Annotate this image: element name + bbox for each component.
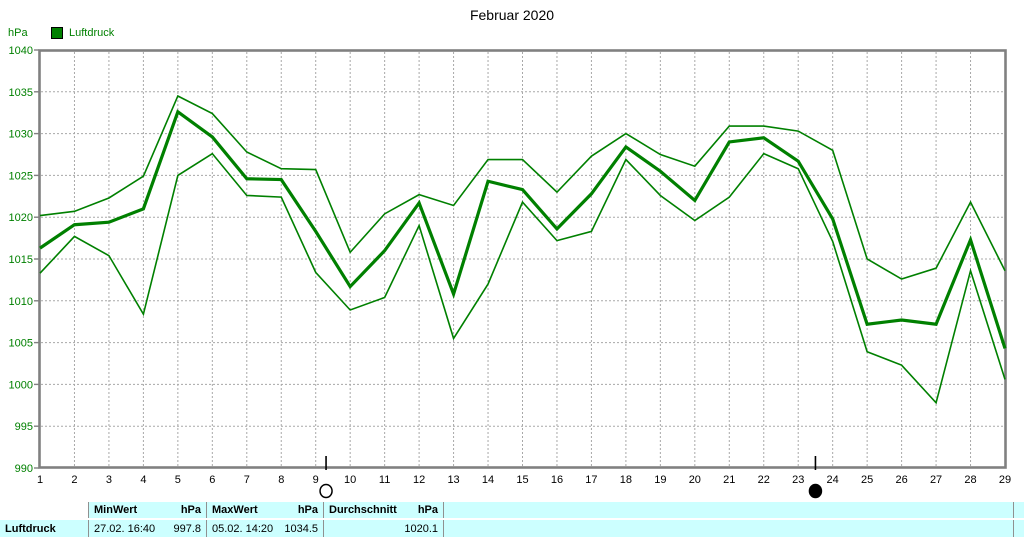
svg-text:3: 3	[106, 474, 112, 486]
minwert-header-label: MinWert	[94, 504, 138, 516]
svg-text:14: 14	[482, 474, 494, 486]
svg-text:1035: 1035	[9, 87, 33, 99]
chart-svg: 9909951000100510101015102010251030103510…	[9, 45, 1011, 499]
svg-text:23: 23	[792, 474, 804, 486]
axis-frame	[38, 49, 1007, 469]
stats-value-minwert: 27.02. 16:40 997.8	[88, 520, 206, 537]
svg-text:13: 13	[447, 474, 459, 486]
svg-text:11: 11	[379, 474, 390, 486]
svg-text:995: 995	[15, 421, 33, 433]
svg-text:28: 28	[964, 474, 976, 486]
svg-text:16: 16	[551, 474, 563, 486]
stats-value-durchschnitt: 1020.1	[323, 520, 443, 537]
svg-text:1: 1	[37, 474, 43, 486]
svg-text:1010: 1010	[9, 296, 33, 308]
chart-title: Februar 2020	[469, 7, 555, 23]
minwert-value: 997.8	[173, 522, 201, 535]
legend-label: Luftdruck	[69, 27, 115, 39]
full-moon-icon	[319, 483, 333, 499]
svg-text:1015: 1015	[9, 254, 33, 266]
series-mean	[39, 109, 1007, 349]
durchschnitt-header-unit: hPa	[417, 504, 438, 516]
svg-text:4: 4	[140, 474, 146, 486]
stats-value-maxwert: 05.02. 14:20 1034.5	[206, 520, 323, 537]
svg-text:24: 24	[827, 474, 839, 486]
row-label-text: Luftdruck	[5, 522, 56, 535]
stats-header-edge	[1013, 502, 1024, 518]
maxwert-datetime: 05.02. 14:20	[212, 522, 274, 535]
stats-value-edge	[1013, 520, 1024, 537]
x-axis-labels: 1 2 3 4 5 6 7 8 9 10 11 12 13 14 15 16 17 18 19 20 21 22 23 24 2…	[37, 474, 1011, 486]
legend: Luftdruck	[51, 27, 114, 39]
svg-text:18: 18	[620, 474, 632, 486]
svg-text:29: 29	[999, 474, 1011, 486]
stats-header-filler	[443, 502, 1013, 518]
stats-header-durchschnitt: Durchschnitt hPa	[323, 502, 443, 518]
gridlines	[41, 52, 1004, 467]
svg-text:20: 20	[689, 474, 701, 486]
svg-text:1040: 1040	[9, 45, 33, 57]
minwert-datetime: 27.02. 16:40	[94, 522, 156, 535]
durchschnitt-header-label: Durchschnitt	[329, 504, 397, 516]
svg-text:22: 22	[758, 474, 770, 486]
svg-text:15: 15	[516, 474, 528, 486]
stats-value-filler	[443, 520, 1013, 537]
svg-text:9: 9	[313, 474, 319, 486]
pressure-lines	[39, 94, 1007, 405]
svg-text:2: 2	[71, 474, 77, 486]
svg-text:10: 10	[344, 474, 356, 486]
y-axis-ticks	[34, 49, 39, 469]
legend-color-swatch-icon	[51, 27, 63, 39]
y-axis-unit-label: hPa	[8, 27, 28, 39]
svg-text:1020: 1020	[9, 212, 33, 224]
svg-text:8: 8	[278, 474, 284, 486]
stats-header-minwert: MinWert hPa	[88, 502, 206, 518]
svg-text:1025: 1025	[9, 170, 33, 182]
svg-text:7: 7	[244, 474, 250, 486]
svg-text:6: 6	[209, 474, 215, 486]
new-moon-icon	[808, 483, 823, 499]
svg-text:12: 12	[413, 474, 425, 486]
y-axis-labels: 990 995 1000 1005 1010 1015 1020 1025 1030 1035 10…	[9, 45, 33, 475]
svg-text:1030: 1030	[9, 129, 33, 141]
svg-text:990: 990	[15, 463, 33, 475]
maxwert-value: 1034.5	[284, 522, 318, 535]
series-min	[39, 152, 1006, 405]
series-max	[39, 94, 1006, 280]
maxwert-header-unit: hPa	[297, 504, 318, 516]
svg-text:17: 17	[585, 474, 597, 486]
svg-text:1000: 1000	[9, 379, 33, 391]
svg-text:27: 27	[930, 474, 942, 486]
maxwert-header-label: MaxWert	[212, 504, 258, 516]
stats-header-maxwert: MaxWert hPa	[206, 502, 323, 518]
svg-text:26: 26	[895, 474, 907, 486]
svg-text:19: 19	[654, 474, 666, 486]
moon-phase-markers	[319, 456, 823, 499]
minwert-header-unit: hPa	[180, 504, 201, 516]
svg-text:5: 5	[175, 474, 181, 486]
svg-text:25: 25	[861, 474, 873, 486]
svg-text:21: 21	[723, 474, 735, 486]
durchschnitt-value: 1020.1	[404, 522, 438, 535]
svg-text:1005: 1005	[9, 338, 33, 350]
stats-row-label: Luftdruck	[0, 520, 88, 537]
